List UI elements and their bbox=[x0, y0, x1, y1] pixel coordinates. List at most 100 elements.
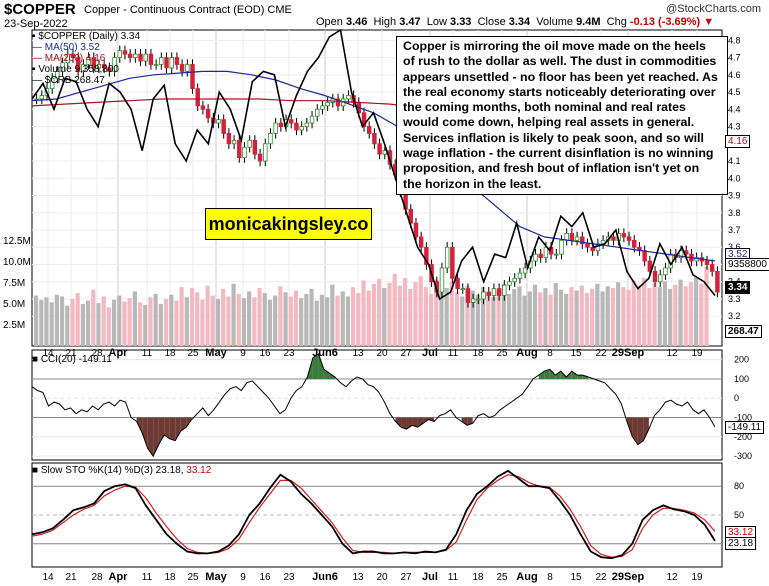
x-tick-label-bottom: 21 bbox=[65, 572, 77, 583]
candle-body bbox=[377, 143, 382, 155]
high-label: High bbox=[373, 16, 397, 28]
candle-body bbox=[226, 133, 232, 145]
candle-body bbox=[65, 53, 70, 64]
volume-bar bbox=[496, 289, 501, 346]
candle-body bbox=[96, 64, 102, 69]
y-tick-label: 4.8 bbox=[728, 35, 741, 45]
close-tag: 3.34 bbox=[725, 281, 751, 294]
candle-body bbox=[632, 239, 637, 248]
x-tick-label-bottom: 8 bbox=[547, 572, 553, 583]
volume-bar bbox=[319, 294, 325, 346]
candle-body bbox=[127, 53, 133, 58]
candle-body bbox=[273, 122, 278, 134]
volume-bar bbox=[179, 287, 184, 346]
volume-bar bbox=[117, 295, 122, 346]
cci-negative-fill bbox=[175, 417, 181, 441]
legend-ma50: — MA(50) 3.52 bbox=[32, 42, 100, 53]
candle-body bbox=[257, 153, 263, 162]
candle-body bbox=[652, 270, 658, 283]
chart-date: 23-Sep-2022 bbox=[4, 18, 68, 30]
volume-bar bbox=[548, 294, 553, 346]
y-tick-label: 3.7 bbox=[728, 225, 741, 235]
candle-body bbox=[185, 64, 190, 72]
volume-bar bbox=[678, 279, 683, 346]
candle-body bbox=[309, 115, 315, 124]
candle-body bbox=[372, 133, 377, 145]
candle-body bbox=[263, 143, 268, 162]
volume-bar bbox=[662, 281, 668, 346]
volume-bar bbox=[610, 288, 616, 346]
volume-tag: 9358800 bbox=[725, 258, 769, 271]
sto-legend: ■ Slow STO %K(14) %D(3) 23.18, 33.12 bbox=[32, 465, 212, 476]
ohlc-stats: Open 3.46 High 3.47 Low 3.33 Close 3.34 … bbox=[316, 16, 714, 28]
candle-body bbox=[439, 267, 445, 293]
candle-body bbox=[522, 267, 528, 274]
candle-body bbox=[247, 139, 252, 148]
legend-volume: ▪ Volume 9,358,800 bbox=[32, 64, 119, 75]
volume-bar bbox=[273, 295, 278, 346]
ma200-tag: 4.16 bbox=[725, 135, 751, 148]
candle-body bbox=[554, 253, 559, 256]
candle-body bbox=[268, 133, 273, 145]
low-value: 3.33 bbox=[450, 16, 472, 28]
volume-tick-label: 12.5M bbox=[3, 236, 31, 247]
volume-bar bbox=[174, 300, 179, 346]
candle-body bbox=[621, 233, 627, 238]
x-tick-label-bottom: 16 bbox=[259, 572, 271, 583]
volume-bar bbox=[454, 292, 460, 346]
volume-bar bbox=[642, 277, 647, 346]
volume-bar bbox=[345, 296, 351, 346]
cci-negative-fill bbox=[417, 417, 424, 428]
volume-bar bbox=[408, 288, 413, 346]
candle-body bbox=[465, 288, 471, 303]
volume-bar bbox=[657, 287, 662, 346]
volume-bar bbox=[631, 280, 636, 346]
x-tick-label-bottom: 23 bbox=[283, 572, 295, 583]
volume-bar bbox=[377, 278, 382, 346]
x-tick-label-top: 19 bbox=[691, 348, 703, 359]
volume-bar bbox=[652, 283, 657, 346]
x-tick-label-top: 13 bbox=[352, 348, 364, 359]
exchange-label: CME bbox=[267, 4, 292, 16]
candle-body bbox=[221, 119, 226, 134]
volume-bar bbox=[148, 297, 153, 346]
candle-body bbox=[101, 64, 107, 69]
sto-k-line bbox=[31, 469, 716, 560]
volume-bar bbox=[512, 288, 517, 346]
x-tick-label-bottom: 27 bbox=[400, 572, 412, 583]
cci-positive-fill bbox=[577, 375, 583, 379]
cci-negative-fill bbox=[461, 417, 468, 426]
x-tick-label-top: 25 bbox=[187, 348, 199, 359]
x-tick-label-bottom: Apr bbox=[109, 571, 129, 583]
candle-body bbox=[569, 233, 575, 241]
volume-bar bbox=[605, 286, 610, 346]
volume-bar bbox=[127, 298, 132, 346]
volume-bar bbox=[439, 291, 444, 346]
candle-body bbox=[486, 291, 491, 296]
cci-tick-label: 200 bbox=[734, 355, 749, 365]
cci-tick-label: 100 bbox=[734, 374, 749, 384]
x-tick-label-bottom: 12 bbox=[666, 572, 678, 583]
x-tick-label-bottom: 9 bbox=[240, 572, 246, 583]
volume-bar bbox=[96, 303, 101, 346]
candle-body bbox=[611, 236, 616, 241]
volume-bar bbox=[600, 291, 605, 346]
cci-positive-fill bbox=[555, 371, 561, 379]
chg-label: Chg bbox=[606, 16, 627, 28]
volume-bar bbox=[137, 302, 143, 346]
volume-bar bbox=[54, 294, 59, 346]
x-tick-label-bottom: Jul bbox=[422, 571, 438, 583]
chart-header: $COPPER Copper - Continuous Contract (EO… bbox=[0, 0, 769, 32]
candle-body bbox=[574, 236, 580, 241]
volume-bar bbox=[122, 301, 127, 346]
candle-body bbox=[481, 291, 486, 300]
x-tick-label-top: 25 bbox=[496, 348, 508, 359]
candle-body bbox=[663, 267, 668, 276]
x-tick-label-top: Jul bbox=[422, 347, 438, 359]
candle-body bbox=[200, 105, 206, 110]
candle-body bbox=[75, 57, 81, 72]
cci-negative-fill bbox=[637, 417, 644, 445]
volume-bar bbox=[252, 297, 257, 346]
close-value: 3.34 bbox=[508, 16, 531, 28]
legend-main: ▪ $COPPER (Daily) 3.34 bbox=[32, 31, 141, 42]
